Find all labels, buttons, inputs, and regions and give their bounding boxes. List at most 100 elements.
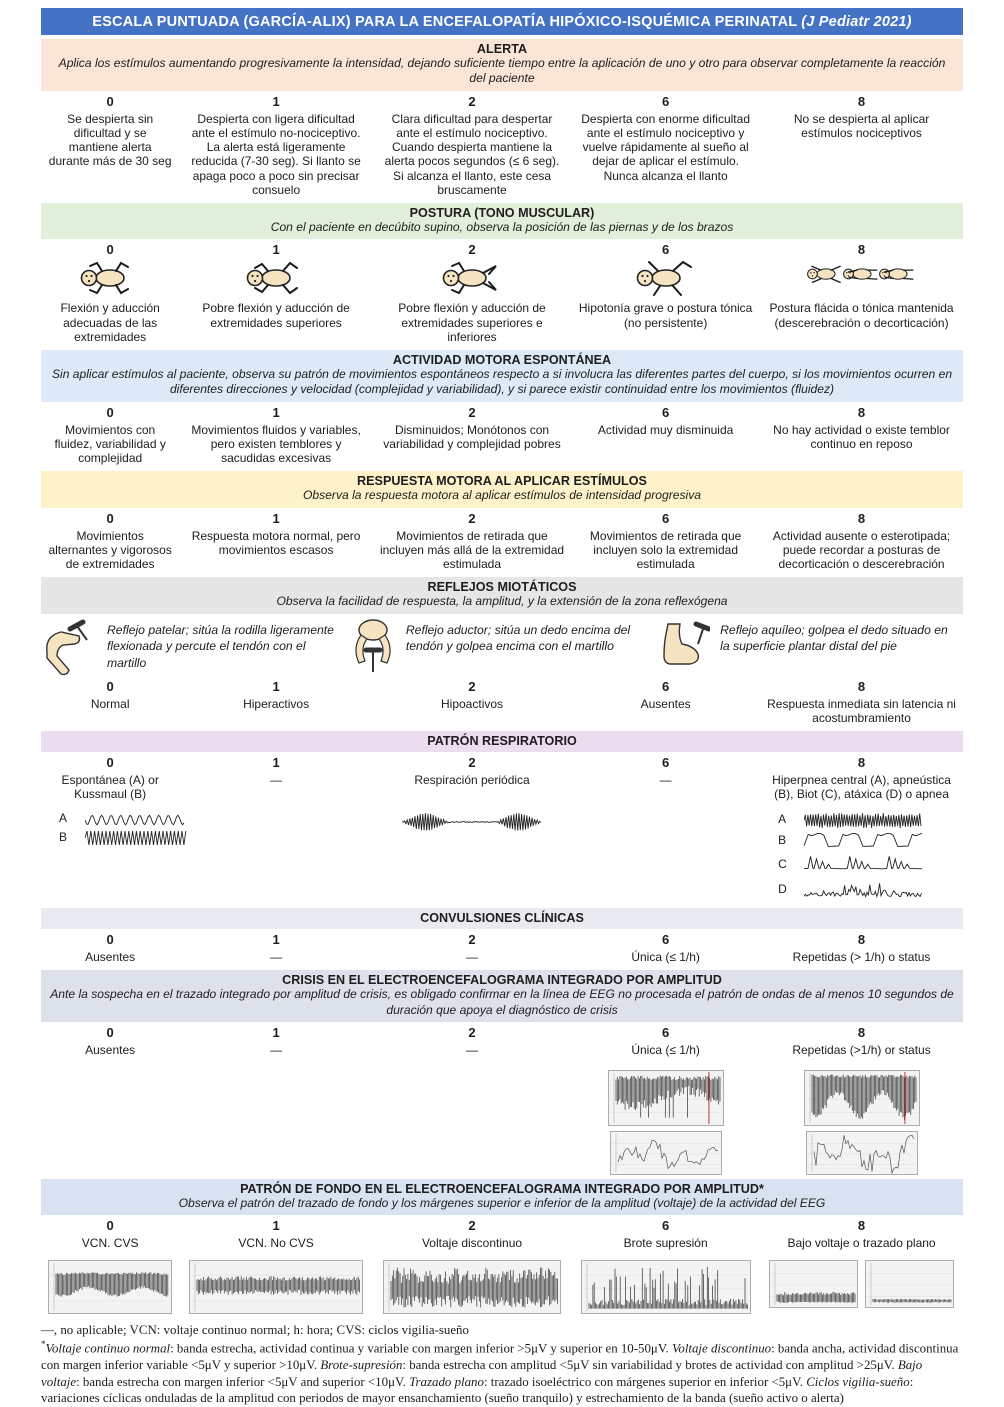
reflex-patellar-caption: Reflejo patelar; sitúa la rodilla ligera… (107, 622, 334, 670)
section-header-reflejos: REFLEJOS MIOTÁTICOS Observa la facilidad… (41, 577, 963, 614)
document-title: ESCALA PUNTUADA (GARCÍA-ALIX) PARA LA EN… (92, 14, 802, 30)
score-cell: 1 (272, 678, 280, 694)
desc-cell-actividad-0: Movimientos con fluidez, variabilidad y … (54, 422, 166, 466)
waveform-label-c: C (778, 857, 787, 872)
document-page: ESCALA PUNTUADA (GARCÍA-ALIX) PARA LA EN… (41, 0, 963, 1407)
score-cell: 8 (857, 242, 866, 258)
desc-cell-postura-1: Pobre flexión y aducción de extremidades… (202, 301, 350, 330)
section-header-crisis: CRISIS EN EL ELECTROENCEFALOGRAMA INTEGR… (41, 970, 963, 1023)
score-cell: 8 (857, 1217, 866, 1233)
score-row-respuesta: 0 1 2 6 8 (41, 511, 963, 526)
desc-cell-respuesta-6: Movimientos de retirada que incluyen sol… (589, 528, 742, 571)
waveform-label-a2: A (778, 811, 787, 826)
section-title-postura: POSTURA (TONO MUSCULAR) (409, 205, 595, 220)
score-cell: 6 (662, 404, 670, 420)
desc-cell-crisis-1: — (270, 1043, 283, 1058)
score-cell: 2 (468, 678, 476, 694)
score-cell: 6 (662, 242, 670, 258)
score-cell: 0 (106, 932, 114, 948)
section-title-fondo: PATRÓN DE FONDO EN EL ELECTROENCEFALOGRA… (240, 1181, 764, 1196)
section-header-respiratorio: PATRÓN RESPIRATORIO (41, 730, 963, 752)
desc-cell-fondo-1: VCN. No CVS (238, 1235, 314, 1250)
crisis-eeg-figures-row (41, 1064, 963, 1175)
desc-cell-convulsiones-0: Ausentes (85, 950, 136, 965)
waveform-label-b2: B (778, 833, 787, 848)
raw-eeg-trace-single (609, 1130, 722, 1175)
score-cell: 6 (662, 93, 670, 109)
desc-cell-alerta-6: Despierta con enorme dificultad ante el … (581, 111, 750, 183)
desc-cell-respiratorio-0: Espontánea (A) or Kussmaul (B) (61, 772, 159, 802)
desc-cell-fondo-2: Voltaje discontinuo (421, 1235, 523, 1250)
score-cell: 2 (468, 510, 476, 526)
score-row-convulsiones: 0 1 2 6 8 (41, 932, 963, 947)
score-cell: 6 (662, 510, 670, 526)
score-row-actividad: 0 1 2 6 8 (41, 405, 963, 420)
desc-cell-convulsiones-1: — (270, 950, 283, 965)
desc-cell-actividad-1: Movimientos fluidos y variables, pero ex… (191, 422, 361, 466)
score-cell: 6 (662, 754, 670, 770)
section-title-reflejos: REFLEJOS MIOTÁTICOS (427, 580, 577, 595)
score-cell: 0 (106, 678, 114, 694)
desc-cell-alerta-8: No se despierta al aplicar estímulos noc… (793, 111, 930, 141)
aeeg-strip-burst-suppression (580, 1260, 751, 1315)
cells-respuesta: Movimientos alternantes y vigorosos de e… (41, 527, 963, 573)
desc-cell-convulsiones-2: — (466, 950, 479, 965)
score-cell: 1 (272, 93, 280, 109)
reflex-patellar-group: Reflejo patelar; sitúa la rodilla ligera… (41, 618, 350, 676)
respiration-waveform-ataxic (804, 878, 923, 900)
score-cell: 1 (272, 754, 280, 770)
patellar-reflex-hammer-icon (41, 618, 97, 676)
score-cell: 8 (857, 510, 866, 526)
score-cell: 0 (106, 510, 114, 526)
baby-posture-extended-legs-icon (441, 260, 503, 296)
score-cell: 6 (662, 678, 670, 694)
score-cell: 1 (272, 242, 280, 258)
score-row-respiratorio: 0 1 2 6 8 (41, 755, 963, 770)
desc-cell-reflejos-2: Hipoactivos (441, 696, 504, 711)
score-cell: 0 (106, 93, 114, 109)
posture-icon-row (41, 259, 963, 297)
section-title-actividad: ACTIVIDAD MOTORA ESPONTÁNEA (392, 352, 612, 367)
score-cell: 0 (106, 404, 114, 420)
desc-cell-alerta-1: Despierta con ligera dificultad ante el … (191, 111, 361, 197)
desc-cell-reflejos-0: Normal (90, 696, 130, 711)
score-cell: 2 (468, 1025, 476, 1041)
respiration-waveform-apneustic (804, 830, 923, 850)
desc-cell-respuesta-2: Movimientos de retirada que incluyen más… (379, 528, 565, 571)
score-cell: 1 (272, 1217, 280, 1233)
cells-alerta: Se despierta sin dificultad y se mantien… (41, 110, 963, 199)
score-cell: 8 (857, 678, 866, 694)
aeeg-single-seizure-figure (571, 1069, 760, 1175)
waveform-label-a: A (59, 811, 68, 826)
desc-cell-respuesta-8: Actividad ausente o esterotipada; puede … (772, 528, 951, 571)
section-subtitle-postura: Con el paciente en decúbito supino, obse… (270, 219, 734, 234)
respiration-waveform-biot (804, 854, 923, 874)
desc-cell-alerta-0: Se despierta sin dificultad y se mantien… (48, 111, 172, 169)
section-header-respuesta: RESPUESTA MOTORA AL APLICAR ESTÍMULOS Ob… (41, 471, 963, 508)
score-cell: 1 (272, 1025, 280, 1041)
section-title-respiratorio: PATRÓN RESPIRATORIO (427, 733, 577, 748)
section-subtitle-crisis: Ante la sospecha en el trazado integrado… (50, 987, 954, 1017)
aeeg-strip-vcn-no-cvs (189, 1260, 363, 1315)
aeeg-strip-vcn-cvs (48, 1260, 172, 1315)
cells-postura: Flexión y aducción adecuadas de las extr… (41, 299, 963, 345)
score-cell: 2 (468, 754, 476, 770)
score-cell: 1 (272, 404, 280, 420)
desc-cell-crisis-0: Ausentes (85, 1043, 136, 1058)
baby-posture-hypotonic-icon (635, 260, 697, 297)
cells-fondo: VCN. CVS VCN. No CVS Voltaje discontinuo Br… (41, 1234, 963, 1252)
score-cell: 2 (468, 404, 476, 420)
raw-eeg-trace-repeated (805, 1130, 918, 1175)
waveform-label-b: B (59, 830, 68, 845)
section-header-actividad: ACTIVIDAD MOTORA ESPONTÁNEA Sin aplicar … (41, 349, 963, 402)
section-header-postura: POSTURA (TONO MUSCULAR) Con el paciente … (41, 202, 963, 240)
desc-cell-crisis-8: Repetidas (>1/h) or status (792, 1043, 931, 1058)
reflex-adductor-group: Reflejo aductor; sitúa un dedo encima de… (350, 618, 654, 676)
reflex-achilles-group: Reflejo aquíleo; golpea el dedo situado … (654, 618, 963, 676)
desc-cell-crisis-6: Única (≤ 1/h) (631, 1043, 700, 1058)
cells-convulsiones: Ausentes — — Única (≤ 1/h) Repetidas (> 1/h)… (41, 948, 963, 966)
desc-cell-reflejos-1: Hiperactivos (243, 696, 310, 711)
score-row-postura: 0 1 2 6 8 (41, 242, 963, 257)
score-row-alerta: 0 1 2 6 8 (41, 94, 963, 109)
desc-cell-actividad-8: No hay actividad o existe temblor contin… (773, 422, 950, 451)
